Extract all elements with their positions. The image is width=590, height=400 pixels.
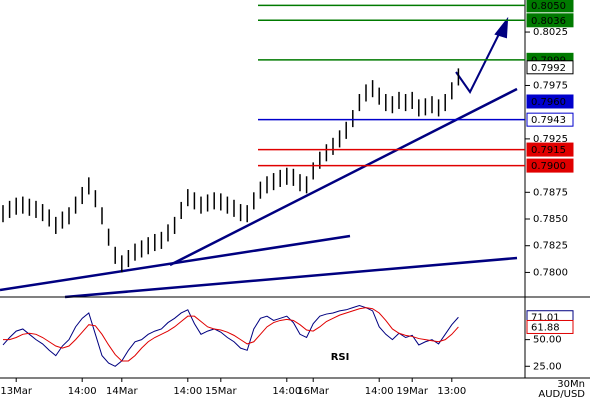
y-tick-label: 0.7875 xyxy=(533,187,568,198)
rsi-line xyxy=(2,305,459,367)
trend-line xyxy=(0,234,351,292)
timeframe: 30Mn xyxy=(557,379,585,390)
level-label: 0.7992 xyxy=(531,63,566,74)
value-label: 71.01 xyxy=(531,313,560,324)
trend-lines xyxy=(0,87,518,299)
x-tick-label: 19Mar xyxy=(396,386,428,397)
x-tick-label: 13:00 xyxy=(437,386,466,397)
y-tick-label: 0.7825 xyxy=(533,241,568,252)
y-tick-label: 0.7925 xyxy=(533,134,568,145)
y-tick-label: 0.7800 xyxy=(533,267,568,278)
level-label: 0.7943 xyxy=(531,115,566,126)
arrow-head xyxy=(494,16,509,39)
level-label: 0.7960 xyxy=(531,97,566,108)
x-tick-label: 14:00 xyxy=(173,386,202,397)
y-tick-label: 0.7850 xyxy=(533,214,568,225)
symbol: AUD/USD xyxy=(538,389,585,400)
trend-line xyxy=(169,87,518,267)
level-box xyxy=(526,112,574,127)
rsi-line xyxy=(3,307,459,362)
level-label: 0.8036 xyxy=(531,16,566,27)
level-label: 0.7900 xyxy=(531,161,566,172)
level-box xyxy=(526,0,574,13)
y-tick-label: 0.7975 xyxy=(533,80,568,91)
trend-line xyxy=(64,256,518,299)
x-tick-label: 14Mar xyxy=(106,386,138,397)
x-tick-label: 14:00 xyxy=(365,386,394,397)
rsi-label: RSI xyxy=(331,352,350,363)
level-box xyxy=(526,142,574,157)
x-tick-label: 15Mar xyxy=(205,386,237,397)
level-box xyxy=(526,94,574,109)
forecast-arrow xyxy=(455,16,509,94)
arrow-path xyxy=(455,31,501,94)
value-box xyxy=(526,319,574,334)
x-tick-label: 13Mar xyxy=(0,386,32,397)
value-label: 61.88 xyxy=(531,322,560,333)
level-box xyxy=(526,158,574,173)
level-box xyxy=(526,13,574,28)
y-tick-label: 0.8025 xyxy=(533,27,568,38)
y-tick-label: 50.00 xyxy=(533,335,562,346)
level-label: 0.7915 xyxy=(531,145,566,156)
x-tick-label: 16Mar xyxy=(297,386,329,397)
y-tick-label: 25.00 xyxy=(533,361,562,372)
level-label: 0.8050 xyxy=(531,1,566,12)
level-box xyxy=(526,60,574,75)
x-tick-label: 14:00 xyxy=(68,386,97,397)
x-tick-label: 14:00 xyxy=(272,386,301,397)
